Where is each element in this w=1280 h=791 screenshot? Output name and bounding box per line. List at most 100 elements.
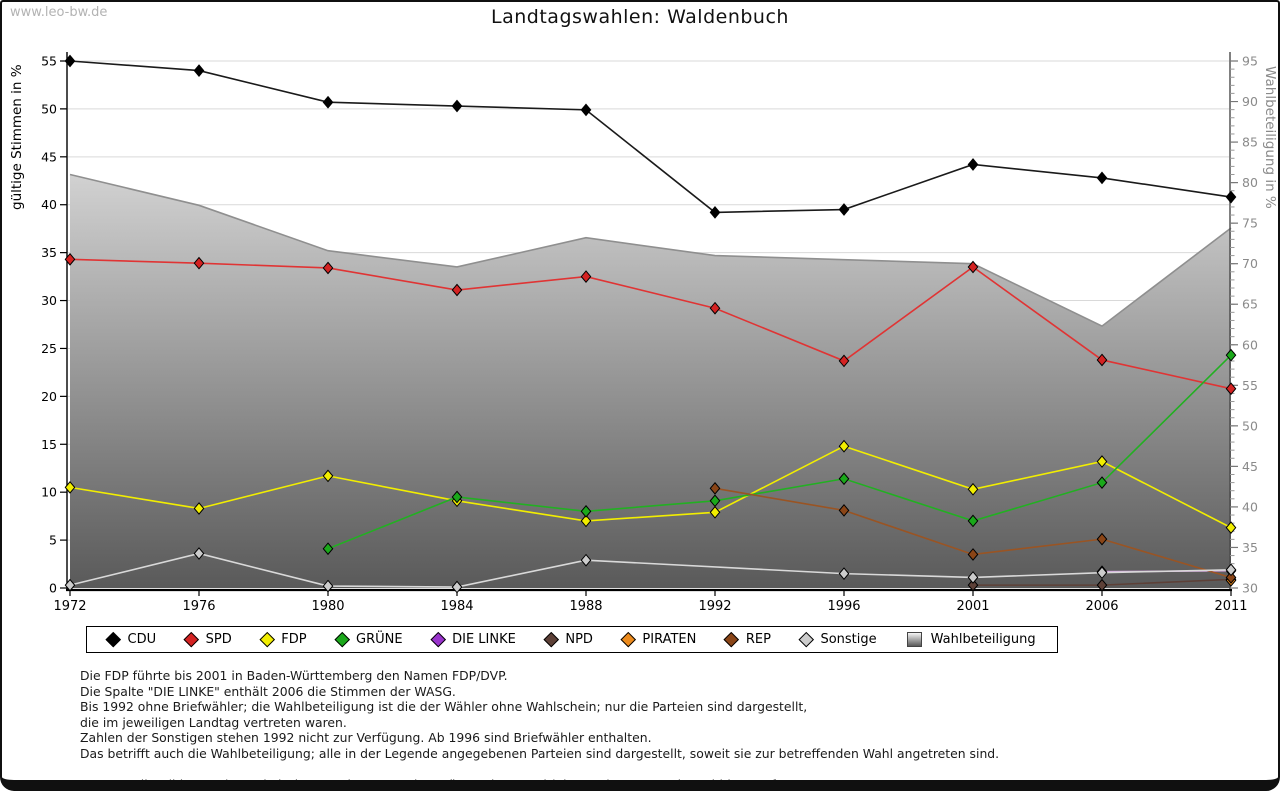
legend-label: CDU: [127, 632, 157, 647]
y-axis-left: 0 5 10 15 20 25 30 35 40 45 50 55: [41, 54, 67, 596]
fdp-marker-icon: [259, 632, 275, 647]
legend-item-sonstige: Sonstige: [786, 632, 892, 647]
data-point-grüne-1992: [709, 494, 721, 508]
footnote-line: Das betrifft auch die Wahlbeteiligung; a…: [80, 745, 1000, 761]
data-point-cdu-1976: [193, 64, 205, 77]
legend-item-wahlbeteiligung: Wahlbeteiligung: [892, 632, 1051, 647]
svg-text:85: 85: [1242, 135, 1258, 150]
sonstige-marker-icon: [798, 632, 814, 647]
spd-marker-icon: [183, 632, 199, 647]
data-point-fdp-2001: [967, 482, 979, 496]
legend-item-spd: SPD: [171, 632, 247, 647]
data-point-sonstige-1976: [193, 547, 205, 560]
svg-text:80: 80: [1242, 175, 1258, 190]
data-point-rep-2011: [1225, 571, 1237, 584]
svg-text:15: 15: [41, 437, 57, 452]
svg-text:55: 55: [1242, 378, 1258, 393]
data-point-fdp-1996: [838, 439, 850, 453]
svg-text:75: 75: [1242, 216, 1258, 231]
svg-text:1972: 1972: [53, 599, 86, 614]
data-point-fdp-2011: [1225, 521, 1237, 535]
data-point-fdp-1976: [193, 502, 205, 515]
svg-text:30: 30: [41, 293, 57, 308]
footnote-line: Die Spalte "DIE LINKE" enthält 2006 die …: [80, 683, 456, 699]
data-point-rep-2001: [967, 548, 979, 561]
election-chart: 0 5 10 15 20 25 30 35 40 45 50 55 30 35 40 45 50 55 60 65 70…: [9, 52, 1278, 614]
data-point-grüne-1988: [580, 504, 592, 518]
svg-text:45: 45: [41, 149, 57, 164]
legend-item-npd: NPD: [531, 632, 608, 647]
data-point-fdp-2006: [1096, 455, 1108, 468]
series-sonstige: [64, 547, 1237, 594]
data-point-fdp-1972: [64, 481, 76, 494]
footnotes: Die FDP führte bis 2001 in Baden-Württem…: [80, 668, 1000, 780]
legend-label: DIE LINKE: [452, 632, 516, 647]
svg-text:90: 90: [1242, 94, 1258, 109]
y-axis-right-title: Wahlbeteiligung in %: [1262, 66, 1278, 209]
data-point-grüne-1980: [322, 542, 334, 556]
data-point-sonstige-2006: [1096, 566, 1108, 580]
y-axis-left-title: gültige Stimmen in %: [9, 64, 25, 210]
legend-label: Sonstige: [820, 632, 877, 647]
svg-text:40: 40: [1242, 499, 1258, 514]
data-point-grüne-2001: [967, 514, 979, 528]
data-point-fdp-1992: [709, 505, 721, 519]
svg-text:25: 25: [41, 341, 57, 356]
series-rep: [709, 481, 1237, 584]
data-point-spd-1976: [193, 256, 205, 270]
legend-item-die-linke: DIE LINKE: [418, 632, 531, 647]
data-point-cdu-1980: [322, 95, 334, 109]
footnote-line: Die FDP führte bis 2001 in Baden-Württem…: [80, 668, 508, 683]
data-point-sonstige-1984: [451, 580, 463, 594]
data-point-npd-2001: [967, 578, 979, 592]
legend-label: SPD: [205, 632, 232, 647]
legend-label: NPD: [565, 632, 593, 647]
die-linke-marker-icon: [430, 632, 446, 647]
data-point-sonstige-1988: [580, 553, 592, 567]
y-axis-right: 30 35 40 45 50 55 60 65 70 75 80 85 90 95: [1230, 54, 1258, 596]
data-point-grüne-2006: [1096, 476, 1108, 489]
data-point-spd-1984: [451, 283, 463, 297]
legend-label: PIRATEN: [642, 632, 697, 647]
svg-text:10: 10: [41, 485, 57, 500]
data-point-cdu-1992: [709, 206, 721, 219]
grüne-marker-icon: [334, 632, 350, 647]
legend-item-cdu: CDU: [93, 632, 171, 647]
svg-text:1980: 1980: [311, 599, 344, 614]
chart-legend: CDU SPD FDP GRÜNE DIE LINKE NPD PIRATEN REP Sons…: [86, 626, 1058, 653]
data-point-sonstige-2011: [1225, 563, 1237, 577]
series-spd: [64, 252, 1237, 396]
data-point-grüne-1984: [451, 490, 463, 504]
series-grüne: [322, 348, 1237, 556]
data-point-cdu-1972: [64, 54, 76, 68]
svg-text:30: 30: [1242, 581, 1258, 596]
svg-text:1992: 1992: [698, 599, 731, 614]
svg-text:65: 65: [1242, 297, 1258, 312]
svg-text:70: 70: [1242, 256, 1258, 271]
legend-item-fdp: FDP: [247, 632, 322, 647]
svg-text:35: 35: [41, 245, 57, 260]
footnote-line: Zahlen der Sonstigen stehen 1992 nicht z…: [80, 730, 652, 746]
svg-text:40: 40: [41, 197, 57, 212]
data-point-spd-2006: [1096, 353, 1108, 367]
svg-text:1984: 1984: [440, 599, 473, 614]
legend-label: GRÜNE: [356, 632, 403, 647]
svg-text:5: 5: [49, 533, 57, 548]
data-point-spd-1992: [709, 301, 721, 315]
page-title: Landtagswahlen: Waldenbuch: [491, 6, 789, 28]
data-point-sonstige-2001: [967, 571, 979, 584]
svg-text:2006: 2006: [1085, 599, 1118, 614]
data-point-sonstige-1972: [64, 578, 76, 592]
footnote-line: Bis 1992 ohne Briefwähler; die Wahlbetei…: [80, 699, 808, 715]
svg-text:0: 0: [49, 581, 57, 596]
piraten-marker-icon: [620, 632, 636, 647]
svg-text:45: 45: [1242, 459, 1258, 474]
data-point-cdu-1984: [451, 99, 463, 113]
x-axis: 1972 1976 1980 1984 1988 1992 1996 2001 2006 2011: [53, 590, 1248, 614]
data-point-cdu-2011: [1225, 190, 1237, 204]
series-cdu: [64, 54, 1237, 219]
npd-marker-icon: [543, 632, 559, 647]
legend-label: Wahlbeteiligung: [930, 632, 1036, 647]
data-point-rep-2006: [1096, 532, 1108, 546]
